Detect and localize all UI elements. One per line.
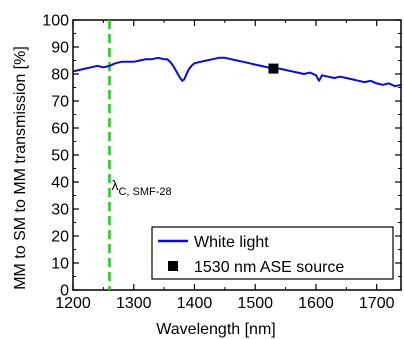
y-tick-label: 70 (51, 94, 69, 111)
x-axis-ticks: 1200 1300 1400 1500 1600 1700 (55, 20, 395, 312)
y-tick-label: 20 (51, 229, 69, 246)
x-tick-label: 1200 (55, 295, 91, 312)
y-tick-label: 100 (42, 13, 69, 30)
legend-marker-swatch (168, 261, 178, 271)
x-tick-label: 1500 (237, 295, 273, 312)
legend-box (151, 226, 394, 280)
x-tick-label: 1300 (116, 295, 152, 312)
y-axis-ticks: 0 10 20 30 40 50 60 70 80 90 100 (42, 13, 401, 300)
x-tick-label: 1400 (177, 295, 213, 312)
y-tick-label: 40 (51, 175, 69, 192)
legend-entry-label: 1530 nm ASE source (194, 259, 344, 276)
y-tick-label: 60 (51, 121, 69, 138)
x-axis-label: Wavelength [nm] (156, 321, 275, 338)
x-tick-label: 1700 (359, 295, 395, 312)
legend-entry-label: White light (194, 234, 269, 251)
cutoff-wavelength-label: λC, SMF-28 (111, 177, 171, 198)
x-tick-label: 1600 (298, 295, 334, 312)
y-tick-label: 10 (51, 256, 69, 273)
y-tick-label: 80 (51, 67, 69, 84)
y-tick-label: 0 (60, 283, 69, 300)
y-tick-label: 50 (51, 148, 69, 165)
cutoff-label-lambda: λ (111, 177, 118, 193)
y-tick-label: 30 (51, 202, 69, 219)
ase-source-marker (268, 63, 279, 74)
y-tick-label: 90 (51, 40, 69, 57)
legend: White light 1530 nm ASE source (151, 226, 394, 280)
white-light-series-line (72, 56, 402, 88)
y-axis-label: MM to SM to MM transmission [%] (12, 46, 29, 290)
series-layer (72, 56, 402, 88)
cutoff-label-subscript: C, SMF-28 (118, 186, 171, 198)
